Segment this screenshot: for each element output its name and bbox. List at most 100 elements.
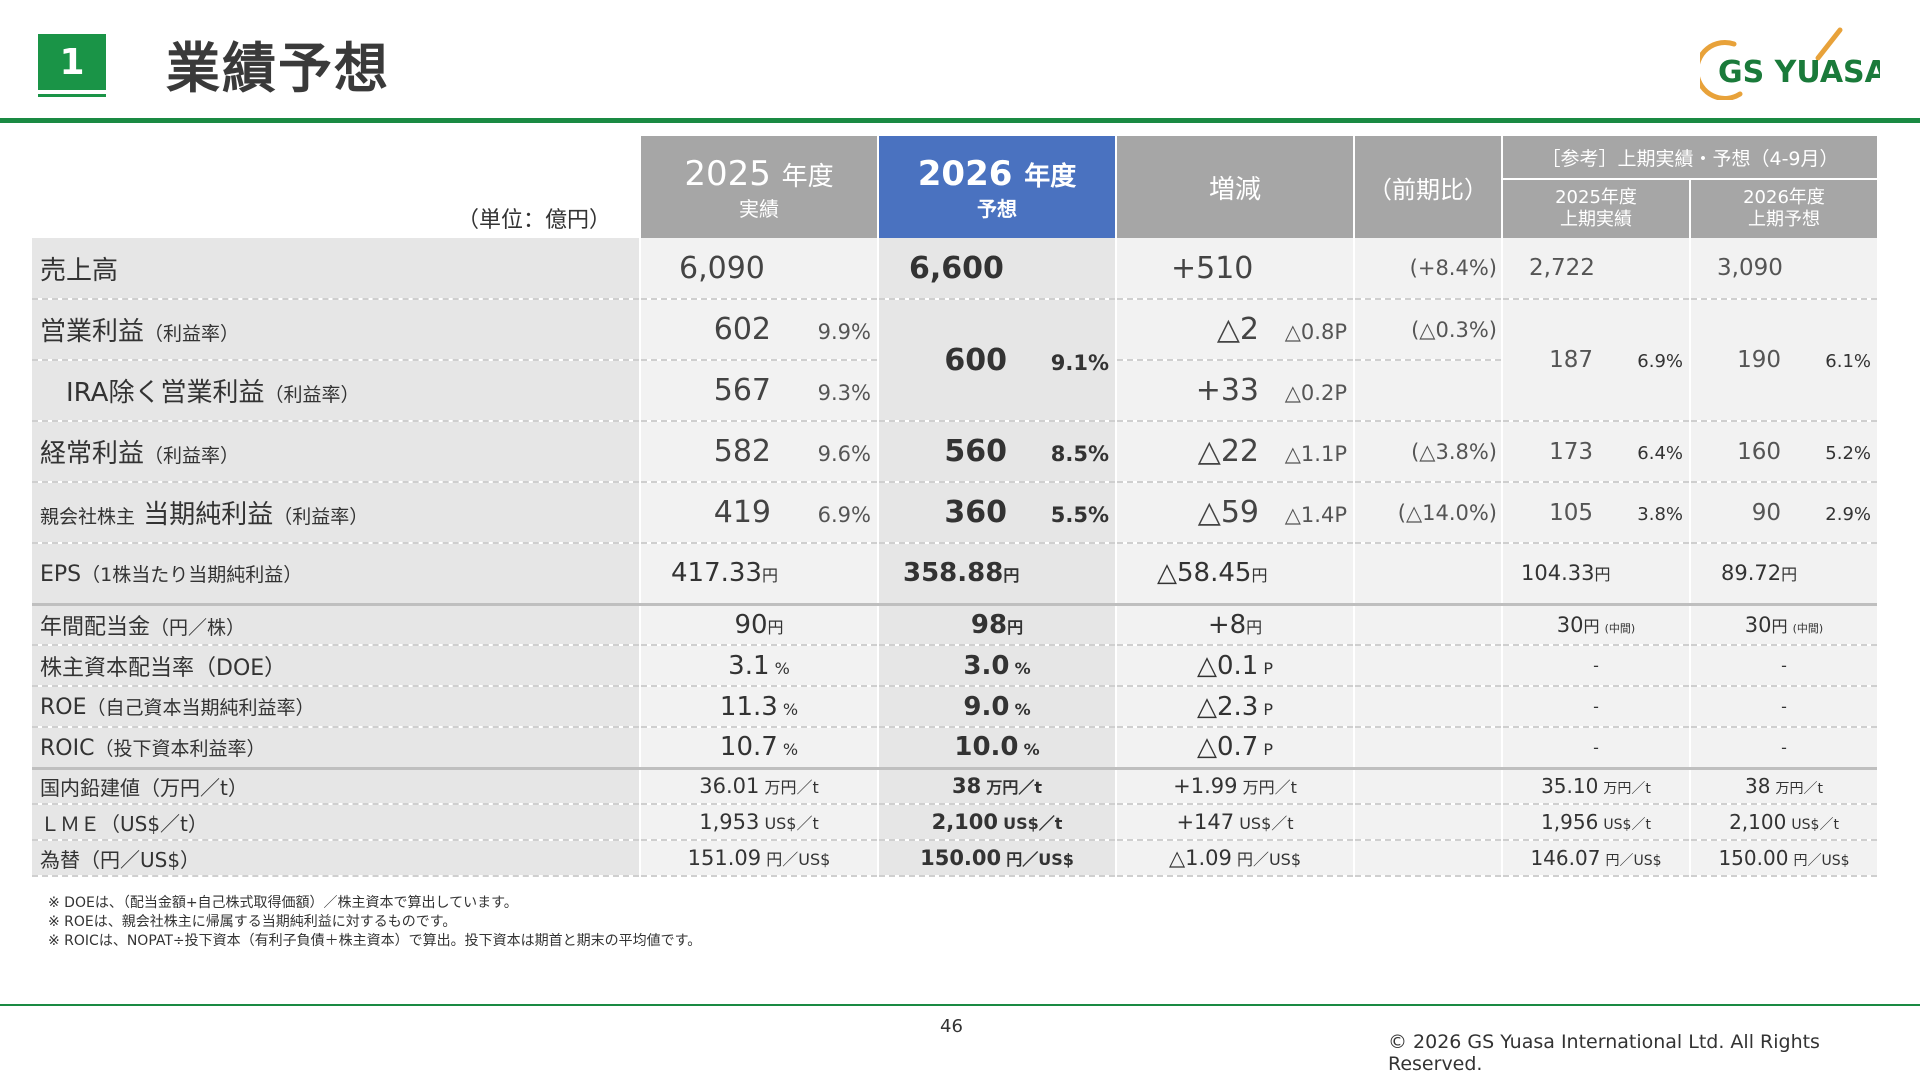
cell-fy2026: 9.0 %: [877, 686, 1116, 728]
cell-h1-2025: 35.10 万円／t: [1501, 766, 1690, 805]
cell-h1-2025: 173 6.4%: [1501, 421, 1690, 483]
cell-change: △22 △1.1P: [1115, 421, 1354, 483]
table-row-roe: ROE（自己資本当期純利益率） 11.3 % 9.0 % △2.3 P - -: [32, 686, 1878, 728]
cell-yoy: [1353, 804, 1502, 841]
cell-fy2025: 567 9.3%: [639, 360, 878, 422]
cell-fy2025: 151.09 円／US$: [639, 840, 878, 877]
footnotes: ※ DOEは、（配当金額+自己株式取得価額）／株主資本で算出しています。 ※ R…: [48, 894, 701, 951]
cell-yoy: [1353, 543, 1502, 605]
cell-yoy: [1353, 766, 1502, 805]
cell-change: △58.45円: [1115, 543, 1354, 605]
cell-fy2026: 358.88円: [877, 543, 1116, 605]
unit-label: （単位：億円）: [32, 136, 640, 238]
section-number-badge: 1: [38, 34, 106, 90]
cell-h1-2025: -: [1501, 645, 1690, 687]
cell-fy2026: 3.0 %: [877, 645, 1116, 687]
cell-h1-2025: 2,722: [1501, 238, 1690, 300]
page-number: 46: [940, 1016, 963, 1037]
cell-fy2026: 360 5.5%: [877, 482, 1116, 544]
cell-fy2025: 6,090: [639, 238, 878, 300]
cell-fy2025: 36.01 万円／t: [639, 766, 878, 805]
cell-change: +510: [1115, 238, 1354, 300]
header-rule: [0, 118, 1920, 123]
cell-yoy: [1353, 645, 1502, 687]
cell-change: +147 US$／t: [1115, 804, 1354, 841]
cell-h1-2025: 105 3.8%: [1501, 482, 1690, 544]
cell-fy2026: 6,600: [877, 238, 1116, 300]
cell-h1-2026: 89.72円: [1688, 543, 1878, 605]
row-label: 株主資本配当率（DOE）: [32, 645, 640, 687]
cell-yoy: [1353, 602, 1502, 646]
copyright: © 2026 GS Yuasa International Ltd. All R…: [1388, 1031, 1820, 1075]
forecast-table: （単位：億円） 2025 年度 実績 2026 年度 予想 増減 （前期比） ［…: [32, 136, 1878, 877]
cell-fy2025: 10.7 %: [639, 727, 878, 769]
cell-fy2025: 1,953 US$／t: [639, 804, 878, 841]
table-row-sales: 売上高 6,090 6,600 +510 (+8.4%) 2,722 3,090: [32, 238, 1878, 300]
row-label: ROIC（投下資本利益率）: [32, 727, 640, 769]
cell-fy2026: 2,100 US$／t: [877, 804, 1116, 841]
cell-change: △2 △0.8P: [1115, 299, 1354, 361]
footer-rule: [0, 1004, 1920, 1006]
cell-h1-2026: 160 5.2%: [1688, 421, 1878, 483]
cell-change: +33 △0.2P: [1115, 360, 1354, 422]
col-reference-h1: ［参考］上期実績・予想（4-9月）: [1500, 136, 1878, 180]
cell-h1-2025: 30円 (中間): [1501, 602, 1690, 646]
row-label: 為替（円／US$）: [32, 840, 640, 877]
cell-yoy: [1353, 686, 1502, 728]
cell-h1-2026: 3,090: [1688, 238, 1878, 300]
cell-h1-2026: 30円 (中間): [1688, 602, 1878, 646]
table-row-roic: ROIC（投下資本利益率） 10.7 % 10.0 % △0.7 P - -: [32, 727, 1878, 769]
cell-h1-2026: 2,100 US$／t: [1688, 804, 1878, 841]
cell-fy2025: 582 9.6%: [639, 421, 878, 483]
cell-h1-2025: 146.07 円／US$: [1501, 840, 1690, 877]
row-label: ＬＭＥ（US$／t）: [32, 804, 640, 841]
footnote-roic: ※ ROICは、NOPAT÷投下資本（有利子負債＋株主資本）で算出。投下資本は期…: [48, 933, 702, 949]
cell-fy2025: 3.1 %: [639, 645, 878, 687]
col-h1-2025: 2025年度 上期実績: [1501, 179, 1690, 238]
col-fy2025: 2025 年度 実績: [639, 136, 878, 238]
cell-h1-2026: -: [1688, 727, 1878, 769]
row-label: 営業利益（利益率）: [32, 299, 640, 361]
cell-yoy: [1353, 727, 1502, 769]
cell-h1-2026: 90 2.9%: [1688, 482, 1878, 544]
cell-h1-2026: -: [1688, 686, 1878, 728]
footnote-roe: ※ ROEは、親会社株主に帰属する当期純利益に対するものです。: [48, 914, 457, 930]
col-fy2026: 2026 年度 予想: [877, 136, 1116, 238]
row-label: EPS（1株当たり当期純利益）: [32, 543, 640, 605]
col-yoy: （前期比）: [1353, 136, 1502, 238]
cell-h1-2025: 1,956 US$／t: [1501, 804, 1690, 841]
svg-text:GS YUASA: GS YUASA: [1718, 55, 1880, 90]
table-row-net-profit: 親会社株主 当期純利益（利益率） 419 6.9% 360 5.5% △59 △1.4…: [32, 482, 1878, 544]
cell-change: +1.99 万円／t: [1115, 766, 1354, 805]
cell-fy2026: 150.00 円／US$: [877, 840, 1116, 877]
cell-fy2026: 38 万円／t: [877, 766, 1116, 805]
cell-h1-2026: -: [1688, 645, 1878, 687]
cell-yoy: [1353, 360, 1502, 422]
table-row-fx: 為替（円／US$） 151.09 円／US$ 150.00 円／US$ △1.0…: [32, 840, 1878, 877]
cell-fy2025: 90円: [639, 602, 878, 646]
row-label: 年間配当金（円／株）: [32, 602, 640, 646]
cell-change: △0.1 P: [1115, 645, 1354, 687]
cell-fy2025: 602 9.9%: [639, 299, 878, 361]
cell-fy2025: 11.3 %: [639, 686, 878, 728]
row-label: ROE（自己資本当期純利益率）: [32, 686, 640, 728]
table-row-eps: EPS（1株当たり当期純利益） 417.33円 358.88円 △58.45円 …: [32, 543, 1878, 605]
cell-yoy: (△0.3%): [1353, 299, 1502, 361]
cell-change: △59 △1.4P: [1115, 482, 1354, 544]
cell-fy2026: 560 8.5%: [877, 421, 1116, 483]
cell-yoy: (△14.0%): [1353, 482, 1502, 544]
table-row-lead-price: 国内鉛建値（万円／t） 36.01 万円／t 38 万円／t +1.99 万円／…: [32, 766, 1878, 805]
table-row-lme: ＬＭＥ（US$／t） 1,953 US$／t 2,100 US$／t +147 …: [32, 804, 1878, 841]
table-row-dividend: 年間配当金（円／株） 90円 98円 +8円 30円 (中間) 30円 (中間): [32, 602, 1878, 646]
cell-fy2025: 417.33円: [639, 543, 878, 605]
cell-yoy: [1353, 840, 1502, 877]
footnote-doe: ※ DOEは、（配当金額+自己株式取得価額）／株主資本で算出しています。: [48, 895, 518, 911]
cell-h1-2025-op: 187 6.9%: [1501, 299, 1690, 422]
col-change: 増減: [1115, 136, 1354, 238]
cell-h1-2026: 150.00 円／US$: [1688, 840, 1878, 877]
cell-h1-2026: 38 万円／t: [1688, 766, 1878, 805]
cell-h1-2026-op: 190 6.1%: [1688, 299, 1878, 422]
cell-fy2026: 98円: [877, 602, 1116, 646]
row-label: IRA除く営業利益（利益率）: [32, 360, 640, 422]
row-label: 親会社株主 当期純利益（利益率）: [32, 482, 640, 544]
